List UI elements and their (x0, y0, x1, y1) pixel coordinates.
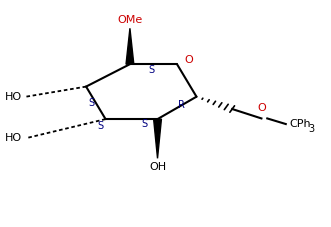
Polygon shape (154, 119, 162, 158)
Polygon shape (126, 28, 134, 64)
Text: S: S (148, 65, 154, 75)
Text: HO: HO (5, 133, 22, 143)
Text: OH: OH (149, 162, 166, 172)
Text: CPh: CPh (289, 119, 311, 129)
Text: S: S (141, 118, 148, 128)
Text: S: S (98, 121, 104, 131)
Text: OMe: OMe (117, 15, 143, 25)
Text: 3: 3 (308, 124, 314, 134)
Text: O: O (184, 55, 193, 65)
Text: HO: HO (5, 92, 22, 102)
Text: S: S (88, 99, 94, 109)
Text: O: O (257, 103, 266, 113)
Text: R: R (178, 99, 185, 110)
